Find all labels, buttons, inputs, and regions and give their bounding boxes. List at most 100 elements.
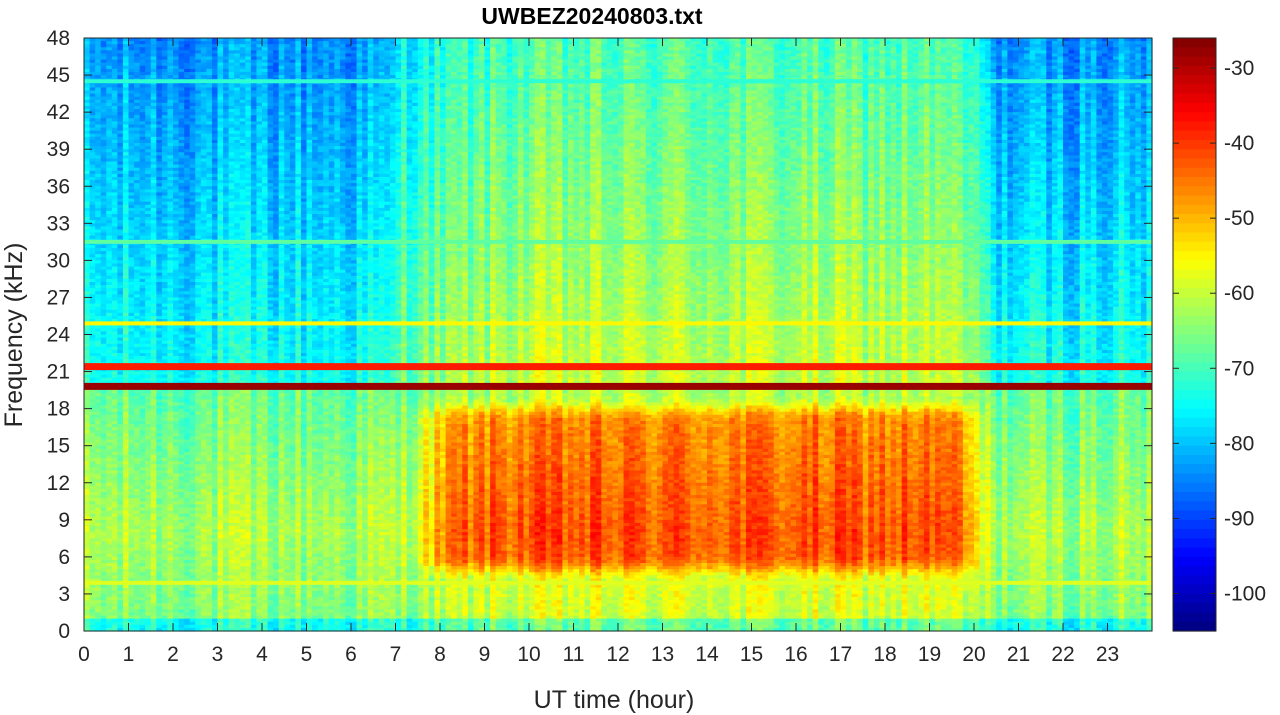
heatmap-cell [128,47,135,51]
heatmap-cell [584,62,591,67]
heatmap-cell [506,53,513,58]
heatmap-cell [1035,59,1042,64]
heatmap-cell [517,56,525,61]
heatmap-cell [1024,41,1031,45]
heatmap-cell [1012,59,1020,64]
heatmap-cell [651,62,658,67]
heatmap-cell [200,47,207,51]
heatmap-cell [629,62,636,67]
heatmap-cell [1146,56,1153,61]
heatmap-cell [323,41,330,45]
heatmap-cell [328,65,335,70]
heatmap-cell [757,47,764,51]
heatmap-cell [412,59,419,64]
heatmap-cell [389,59,397,64]
heatmap-cell [1085,50,1092,55]
heatmap-cell [1001,62,1008,67]
heatmap-cell [234,41,241,45]
heatmap-cell [451,53,458,58]
heatmap-cell [206,56,213,61]
heatmap-cell [840,53,847,58]
heatmap-cell [423,59,430,64]
heatmap-cell [946,62,953,67]
heatmap-cell [957,41,964,45]
heatmap-cell [645,62,652,67]
heatmap-cell [846,59,853,64]
heatmap-cell [223,38,230,42]
heatmap-cell [206,38,213,42]
heatmap-cell [339,53,347,58]
heatmap-cell [834,44,842,48]
heatmap-cell [328,53,335,58]
heatmap-cell [601,41,608,45]
heatmap-cell [456,50,463,55]
heatmap-cell [378,62,385,67]
heatmap-cell [885,59,892,64]
heatmap-cell [139,38,146,42]
heatmap-cell [1068,41,1075,45]
heatmap-cell [451,47,458,51]
heatmap-cell [512,41,519,45]
heatmap-cell [1046,44,1053,48]
heatmap-cell [801,44,808,48]
heatmap-cell [634,53,641,58]
heatmap-cell [979,47,986,51]
heatmap-cell [345,56,352,61]
heatmap-cell [501,41,508,45]
heatmap-cell [373,65,380,70]
heatmap-cell [211,47,219,51]
heatmap-cell [901,56,908,61]
heatmap-cell [1101,41,1109,45]
heatmap-cell [556,41,563,45]
heatmap-cell [851,56,858,61]
heatmap-cell [1074,38,1081,42]
heatmap-cell [579,44,586,48]
heatmap-cell [996,53,1003,58]
heatmap-cell [562,50,569,55]
heatmap-cell [312,41,319,45]
heatmap-cell [912,47,919,51]
heatmap-cell [456,59,463,64]
heatmap-cell [1101,59,1109,64]
heatmap-cell [946,47,953,51]
heatmap-cell [796,41,803,45]
heatmap-cell [145,62,152,67]
heatmap-cell [1063,38,1070,42]
heatmap-cell [707,41,714,45]
heatmap-cell [734,47,741,51]
heatmap-cell [473,56,480,61]
heatmap-cell [106,41,113,45]
heatmap-cell [929,44,936,48]
heatmap-cell [529,50,536,55]
heatmap-cell [974,44,981,48]
heatmap-cell [918,41,925,45]
heatmap-cell [250,44,258,48]
heatmap-cell [384,50,391,55]
heatmap-cell [923,47,931,51]
heatmap-cell [262,59,269,64]
heatmap-cell [879,44,886,48]
heatmap-cell [89,62,96,67]
heatmap-cell [618,44,625,48]
heatmap-cell [434,59,441,64]
heatmap-cell [295,41,302,45]
heatmap-cell [862,44,869,48]
heatmap-cell [1007,62,1014,67]
heatmap-cell [606,41,614,45]
heatmap-cell [1140,50,1148,55]
heatmap-cell [974,56,981,61]
heatmap-cell [278,44,285,48]
heatmap-cell [412,38,419,42]
heatmap-cell [417,44,424,48]
heatmap-cell [545,56,552,61]
heatmap-cell [1090,62,1097,67]
heatmap-cell [796,56,803,61]
heatmap-cell [367,38,374,42]
heatmap-cell [968,50,975,55]
heatmap-cell [762,38,769,42]
heatmap-cell [200,65,207,70]
heatmap-cell [211,41,219,45]
heatmap-cell [1007,50,1014,55]
heatmap-cell [312,56,319,61]
heatmap-cell [206,50,213,55]
